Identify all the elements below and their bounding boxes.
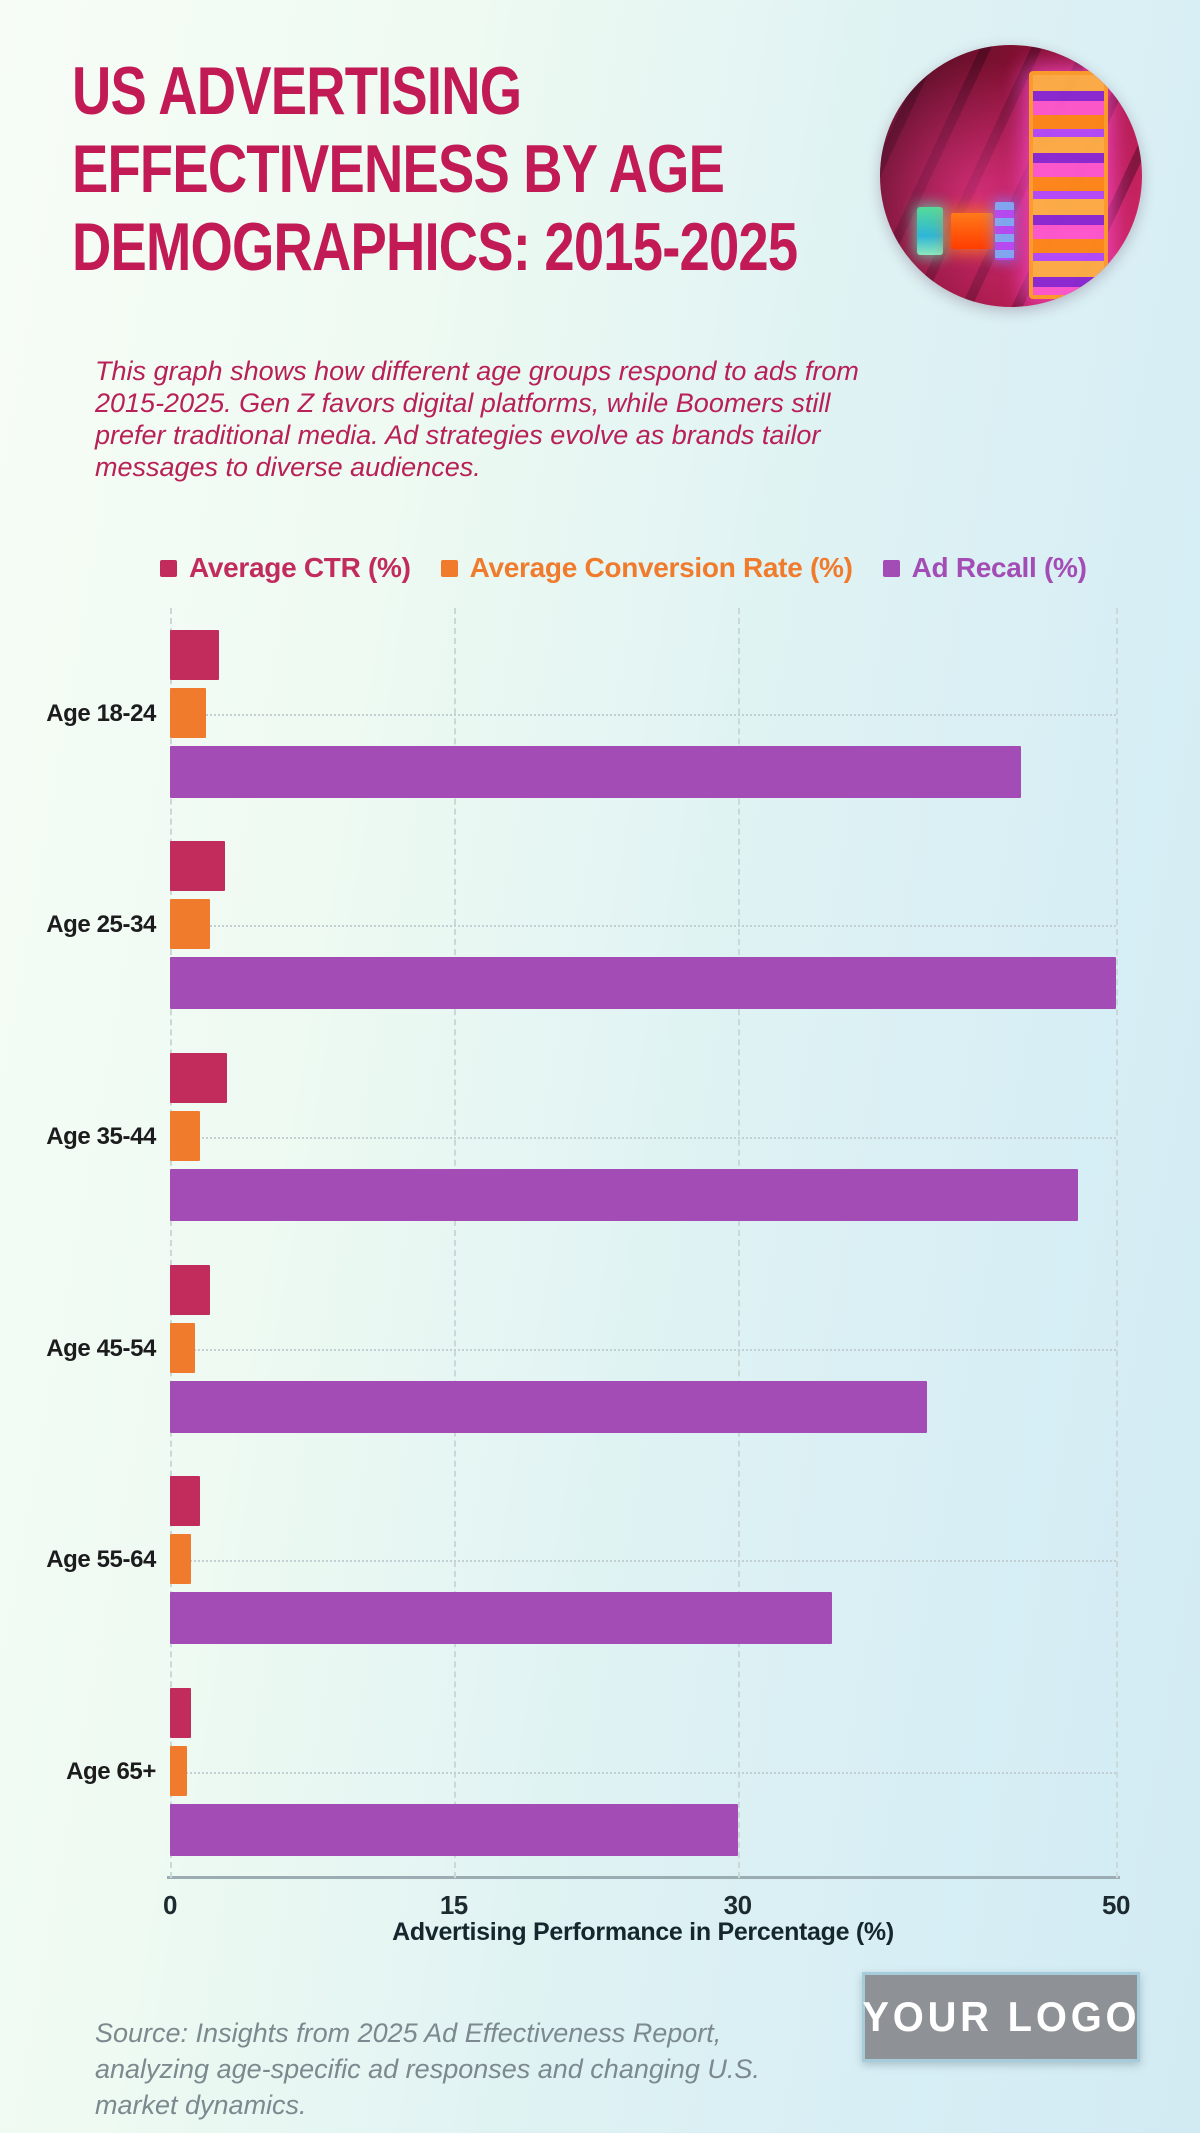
legend-label: Average CTR (%) <box>189 552 411 583</box>
bar-average-conversion-rate <box>170 1534 191 1585</box>
x-tick-label-50: 50 <box>1102 1890 1130 1920</box>
category-label: Age 35-44 <box>46 1123 156 1151</box>
bar-average-ctr <box>170 1688 191 1739</box>
legend-item-3: Ad Recall (%) <box>882 552 1087 584</box>
bar-average-conversion-rate <box>170 687 206 738</box>
row-dotted-gridline <box>170 925 1116 928</box>
row-dotted-gridline <box>170 1137 1116 1140</box>
x-tick-label-15: 15 <box>439 1890 468 1920</box>
x-tick-label-30: 30 <box>723 1890 752 1920</box>
bar-average-conversion-rate <box>170 1746 188 1797</box>
gridline-x-15 <box>453 608 456 1878</box>
description-text: This graph shows how different age group… <box>95 356 859 482</box>
legend-item-2: Average Conversion Rate (%) <box>440 552 853 584</box>
bar-ad-recall <box>170 957 1116 1010</box>
bar-average-conversion-rate <box>170 899 210 950</box>
legend-item-1: Average CTR (%) <box>160 552 411 584</box>
page-title-line-1: US ADVERTISING <box>72 53 522 129</box>
chart-row-age-35-44: Age 35-44 <box>0 1031 1200 1243</box>
x-tick-label-0: 0 <box>163 1890 177 1920</box>
bar-average-ctr <box>170 1053 227 1104</box>
chart-row-age-55-64: Age 55-64 <box>0 1455 1200 1667</box>
category-label: Age 18-24 <box>46 699 156 727</box>
legend-label: Average Conversion Rate (%) <box>469 552 853 583</box>
page-title-line-2: EFFECTIVENESS BY AGE <box>72 131 725 207</box>
logo-placeholder: YOUR LOGO <box>862 1972 1140 2062</box>
gridline-x-0 <box>170 608 172 1878</box>
bar-ad-recall <box>170 1380 927 1433</box>
bar-average-ctr <box>170 629 220 680</box>
legend-swatch-icon <box>440 559 458 577</box>
legend-swatch-icon <box>160 559 177 577</box>
bar-ad-recall <box>170 1169 1079 1222</box>
bar-average-conversion-rate <box>170 1111 201 1162</box>
row-dotted-gridline <box>170 1560 1116 1563</box>
legend-swatch-icon <box>882 559 900 577</box>
bar-average-ctr <box>170 841 225 892</box>
source-note: Source: Insights from 2025 Ad Effectiven… <box>95 2018 760 2120</box>
bar-ad-recall <box>170 1592 833 1645</box>
header-neon-photo <box>880 45 1142 307</box>
row-dotted-gridline <box>170 713 1116 716</box>
neon-sign-decoration <box>916 207 943 255</box>
gridline-x-50 <box>1116 608 1118 1878</box>
x-axis-label: Advertising Performance in Percentage (%… <box>392 1918 894 1946</box>
chart-row-age-65+: Age 65+ <box>0 1666 1200 1878</box>
x-axis-line <box>167 1876 1120 1879</box>
chart-row-age-25-34: Age 25-34 <box>0 820 1200 1032</box>
neon-sign-decoration <box>1029 71 1109 300</box>
bar-average-ctr <box>170 1264 210 1315</box>
row-dotted-gridline <box>170 1348 1116 1351</box>
category-label: Age 65+ <box>66 1758 156 1786</box>
chart-legend: Average CTR (%) Average Conversion Rate (… <box>160 552 1087 584</box>
category-label: Age 25-34 <box>46 911 156 939</box>
legend-label: Ad Recall (%) <box>911 552 1087 583</box>
page-title: US ADVERTISING EFFECTIVENESS BY AGE DEMO… <box>72 52 798 286</box>
category-label: Age 45-54 <box>46 1334 156 1362</box>
neon-sign-decoration <box>995 202 1014 260</box>
logo-text: YOUR LOGO <box>861 1993 1141 2040</box>
bar-ad-recall <box>170 1804 738 1857</box>
category-label: Age 55-64 <box>46 1546 156 1574</box>
row-dotted-gridline <box>170 1772 1116 1775</box>
bar-average-conversion-rate <box>170 1322 195 1373</box>
neon-sign-decoration <box>950 212 993 250</box>
page-title-line-3: DEMOGRAPHICS: 2015-2025 <box>72 209 798 285</box>
chart-row-age-18-24: Age 18-24 <box>0 608 1200 820</box>
chart-row-age-45-54: Age 45-54 <box>0 1243 1200 1455</box>
bar-average-ctr <box>170 1476 201 1527</box>
gridline-x-30 <box>737 608 740 1878</box>
bar-ad-recall <box>170 745 1022 798</box>
